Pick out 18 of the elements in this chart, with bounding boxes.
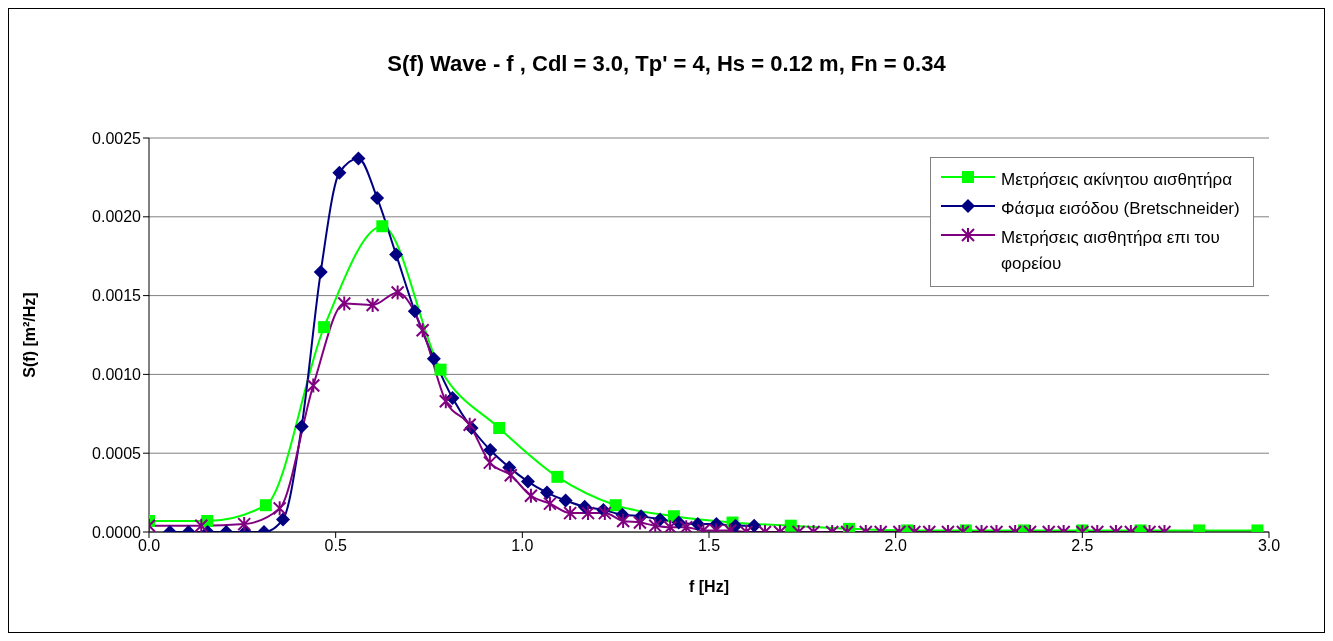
- x-tick-label: 0.0: [137, 537, 161, 555]
- y-tick-label: 0.0020: [92, 208, 142, 226]
- y-axis-title: S(f) [m²/Hz]: [20, 292, 38, 378]
- y-tick-label: 0.0015: [92, 287, 142, 305]
- legend-label: Μετρήσεις ακίνητου αισθητήρα: [1001, 169, 1233, 191]
- x-tick-label: 1.0: [511, 537, 534, 555]
- x-tick-label: 1.5: [697, 537, 721, 555]
- y-tick-label: 0.0005: [92, 444, 142, 462]
- x-tick-label: 0.5: [324, 537, 347, 555]
- chart-title: S(f) Wave - f , Cdl = 3.0, Tp' = 4, Hs = 0.12 m, Fn = 0.34: [386, 51, 947, 77]
- x-tick-label: 2.5: [1071, 537, 1094, 555]
- legend-label: Φάσμα εισόδου (Bretschneider): [1001, 198, 1240, 220]
- y-tick-label: 0.0010: [92, 366, 142, 384]
- y-tick-label: 0.0025: [92, 129, 142, 147]
- x-tick-label: 2.0: [884, 537, 907, 555]
- legend-label: Μετρήσεις αισθητήρα επι του φορείου: [1001, 227, 1221, 275]
- x-axis-title: f [Hz]: [689, 578, 729, 595]
- x-tick-label: 3.0: [1257, 537, 1281, 555]
